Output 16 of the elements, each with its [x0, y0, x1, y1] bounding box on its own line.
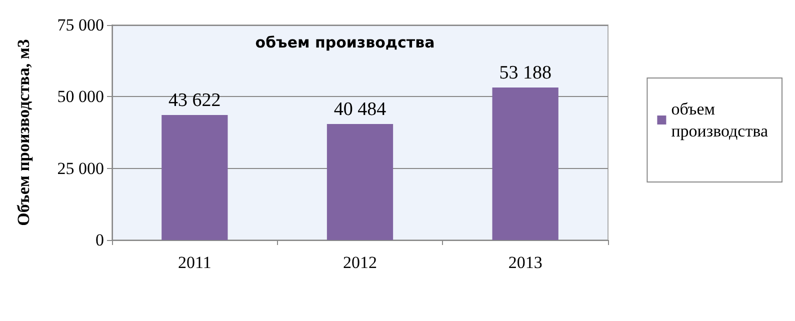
bar — [326, 124, 394, 240]
x-tick-label: 2012 — [343, 253, 377, 272]
data-label: 40 484 — [334, 98, 387, 120]
y-tick-label: 50 000 — [57, 87, 104, 106]
text: объем производства — [255, 34, 435, 52]
data-label: 53 188 — [499, 62, 552, 84]
x-tick-label: 2011 — [178, 253, 212, 272]
y-tick-label: 0 — [96, 230, 104, 250]
y-axis-title: Объем производства, м3 — [14, 39, 33, 226]
legend-label: объем производства — [671, 100, 768, 140]
y-tick-label: 75 000 — [57, 16, 104, 34]
x-tick-label: 2013 — [508, 253, 542, 272]
data-label: 43 622 — [168, 90, 221, 111]
y-tick-label: 25 000 — [57, 158, 104, 178]
bar — [492, 88, 558, 240]
bar — [162, 114, 228, 240]
